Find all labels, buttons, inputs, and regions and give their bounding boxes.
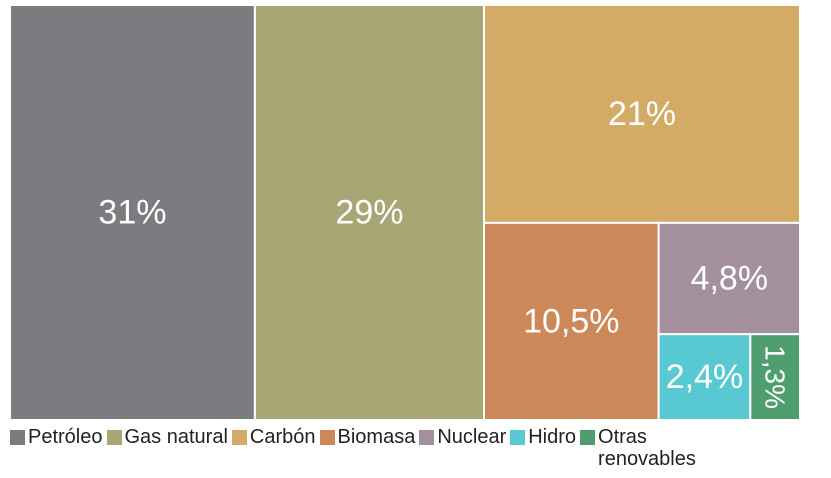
tile [9,4,256,421]
legend-label: Petróleo [28,426,103,448]
legend-swatch [580,430,596,445]
tile [253,4,485,421]
tile [483,221,660,421]
legend-label: Carbón [249,426,316,448]
value-label: 10,5% [523,302,619,340]
legend-label: Biomasa [337,426,416,448]
value-label: 4,8% [691,260,769,298]
value-label: 29% [335,194,403,232]
legend-swatch [510,430,526,445]
legend-swatch [10,430,25,445]
legend-item: Gas natural [106,426,228,449]
legend-label: Nuclear [437,426,507,448]
legend-item: Otras renovables [580,426,708,470]
value-label: 21% [608,95,676,133]
legend: Petróleo Gas natural Carbón Biomasa Nuclear H… [10,426,712,470]
legend-item: Biomasa [319,426,416,449]
tile [657,333,752,422]
legend-item: Carbón [231,426,316,449]
legend-label: Gas natural [124,426,228,448]
value-label: 2,4% [666,358,744,396]
value-label: 31% [98,194,166,232]
legend-item: Hidro [510,426,576,449]
legend-label: Hidro [528,426,577,448]
legend-swatch [231,430,247,445]
value-label: 1,3% [760,345,791,409]
tile [749,333,802,422]
tile [483,4,801,224]
chart: 31% 29% 21% 10,5% 4,8% 2,4% 1,3% [9,4,802,422]
legend-swatch [319,430,335,445]
legend-label: Otras renovables [598,426,696,470]
legend-item: Petróleo [10,426,103,449]
legend-item: Nuclear [419,426,506,449]
legend-swatch [106,430,122,445]
legend-swatch [419,430,435,445]
